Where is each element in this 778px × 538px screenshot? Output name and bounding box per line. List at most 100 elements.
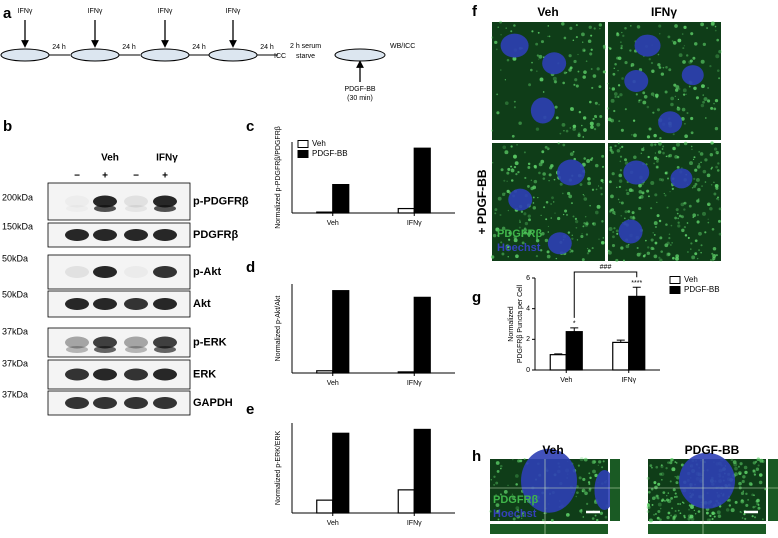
puncta: [671, 467, 676, 472]
puncta: [522, 514, 525, 517]
puncta: [505, 244, 510, 249]
puncta: [590, 125, 594, 129]
puncta: [551, 196, 554, 200]
puncta: [714, 98, 719, 103]
puncta: [583, 197, 588, 201]
puncta: [744, 470, 748, 475]
puncta: [672, 133, 675, 136]
puncta: [646, 105, 650, 109]
puncta: [550, 164, 554, 168]
puncta: [538, 58, 540, 60]
puncta: [672, 256, 675, 260]
blot-band: [124, 298, 148, 310]
puncta: [504, 101, 509, 106]
puncta: [657, 53, 660, 56]
puncta: [674, 510, 677, 513]
puncta: [574, 217, 578, 220]
puncta: [583, 457, 588, 462]
puncta: [648, 127, 652, 131]
puncta: [739, 511, 742, 513]
puncta: [684, 134, 688, 139]
puncta: [673, 495, 676, 499]
puncta: [506, 171, 510, 175]
puncta: [577, 133, 581, 138]
puncta: [545, 218, 548, 221]
blot-band: [93, 336, 117, 349]
puncta: [700, 22, 704, 27]
puncta: [550, 202, 553, 205]
puncta: [672, 146, 676, 151]
puncta: [593, 128, 597, 131]
puncta: [497, 196, 502, 201]
kda-label: 50kDa: [2, 289, 28, 299]
puncta: [665, 155, 668, 158]
blot-band: [153, 368, 177, 381]
puncta: [696, 257, 699, 260]
puncta: [572, 150, 575, 153]
puncta: [513, 238, 518, 243]
puncta: [698, 163, 701, 165]
nucleus: [679, 452, 735, 509]
bar: [549, 354, 567, 371]
blot-band: [124, 397, 148, 409]
puncta: [594, 163, 599, 168]
kda-label: 50kDa: [2, 253, 28, 263]
dish: [70, 48, 120, 62]
nucleus: [618, 219, 643, 244]
bar: [332, 432, 350, 514]
puncta: [515, 483, 518, 486]
blot-band: [154, 346, 176, 353]
protein-label: p-ERK: [193, 336, 227, 348]
puncta: [537, 31, 540, 34]
puncta: [629, 25, 632, 27]
puncta: [666, 494, 668, 497]
puncta: [685, 54, 689, 57]
puncta: [597, 464, 600, 466]
puncta: [752, 469, 756, 473]
puncta: [579, 183, 583, 186]
puncta: [674, 461, 677, 463]
puncta: [700, 161, 702, 164]
bar: [316, 211, 334, 214]
y-axis-label: Normalized: [508, 306, 515, 342]
puncta: [552, 76, 557, 81]
puncta: [495, 503, 500, 508]
puncta: [600, 179, 604, 183]
puncta: [686, 222, 689, 224]
puncta: [602, 460, 605, 463]
puncta: [629, 49, 632, 52]
puncta: [642, 254, 646, 258]
puncta: [638, 190, 643, 194]
x-tick-label: Veh: [560, 377, 572, 384]
puncta: [624, 61, 628, 65]
puncta: [581, 490, 584, 493]
puncta: [658, 66, 662, 69]
puncta: [713, 107, 717, 111]
legend-swatch: [669, 286, 681, 294]
puncta: [572, 127, 576, 131]
puncta: [516, 514, 520, 519]
puncta: [667, 461, 670, 464]
puncta: [500, 467, 502, 470]
stimulus-label: (30 min): [347, 95, 373, 102]
puncta: [718, 49, 722, 54]
puncta: [523, 212, 527, 216]
legend-swatch: [669, 276, 681, 284]
puncta: [571, 234, 573, 236]
puncta: [592, 117, 595, 121]
puncta: [756, 502, 760, 506]
puncta: [598, 85, 602, 89]
puncta: [664, 194, 667, 197]
puncta: [694, 42, 698, 46]
blot-band: [93, 266, 117, 278]
puncta: [711, 517, 714, 521]
puncta: [616, 232, 619, 235]
blot-band: [65, 368, 89, 381]
puncta: [536, 54, 539, 57]
puncta: [602, 237, 605, 239]
puncta: [497, 518, 500, 521]
puncta: [652, 232, 654, 234]
blot-band: [153, 195, 177, 208]
puncta: [694, 513, 697, 515]
puncta: [532, 196, 535, 199]
